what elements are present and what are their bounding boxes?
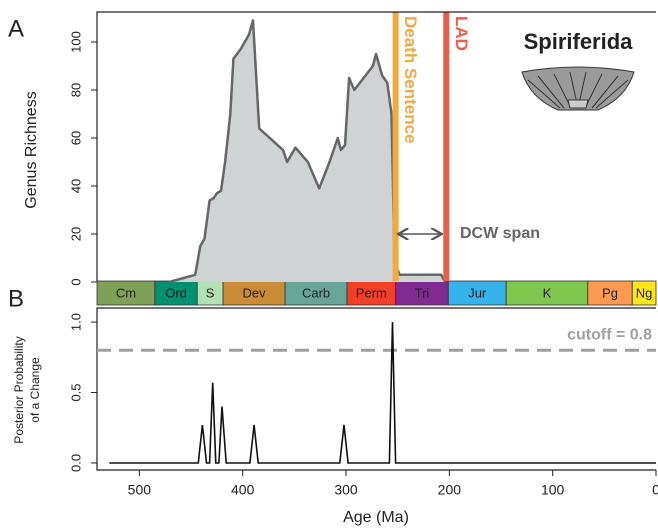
axis-frame — [96, 307, 656, 471]
y-tick-label: 60 — [68, 131, 83, 145]
y-tick-label: 0.5 — [68, 383, 83, 401]
period-label: S — [206, 285, 215, 300]
period-label: Carb — [302, 285, 330, 300]
chart-title: Spiriferida — [524, 29, 634, 54]
probability-line — [109, 322, 656, 464]
period-label: Ng — [636, 285, 653, 300]
y-axis-label: Genus Richness — [23, 91, 40, 208]
x-tick-label: 200 — [438, 482, 462, 498]
x-tick-label: 500 — [128, 482, 152, 498]
period-box — [154, 280, 198, 306]
period-box — [631, 280, 657, 306]
marker-label: LAD — [452, 16, 471, 51]
period-box — [505, 280, 589, 306]
y-tick-label: 0.0 — [68, 454, 83, 472]
period-box — [284, 280, 348, 306]
area-line — [168, 19, 447, 284]
panel-letter: B — [8, 285, 24, 312]
period-label: Pg — [602, 285, 618, 300]
x-tick-label: 100 — [541, 482, 565, 498]
y-tick-label: 80 — [68, 83, 83, 97]
period-label: Ord — [165, 285, 187, 300]
period-box — [395, 280, 449, 306]
y-tick-label: 100 — [68, 31, 83, 53]
period-box — [346, 280, 397, 306]
period-label: K — [543, 285, 552, 300]
axis-frame — [96, 11, 656, 281]
area-fill — [169, 20, 446, 283]
period-label: Jur — [468, 285, 487, 300]
cutoff-label: cutoff = 0.8 — [567, 326, 652, 343]
y-tick-label: 20 — [68, 227, 83, 241]
x-tick-label: 300 — [334, 482, 358, 498]
marker-label: Death Sentence — [401, 16, 420, 144]
y-axis-label: of a Change — [28, 357, 42, 423]
brachiopod-icon — [521, 66, 635, 111]
x-tick-label: 400 — [231, 482, 255, 498]
y-tick-label: 40 — [68, 179, 83, 193]
x-axis-label: Age (Ma) — [343, 509, 409, 526]
period-label: Tri — [415, 285, 430, 300]
period-label: Cm — [116, 285, 136, 300]
y-tick-label: 0 — [68, 278, 83, 285]
panel-letter: A — [8, 15, 24, 42]
period-box — [587, 280, 633, 306]
period-box — [96, 280, 156, 306]
y-tick-label: 1.0 — [68, 313, 83, 331]
period-label: Perm — [356, 285, 387, 300]
x-tick-label: 0 — [652, 482, 658, 498]
period-label: Dev — [242, 285, 266, 300]
y-axis-label: Posterior Probability — [12, 336, 26, 443]
period-box — [447, 280, 507, 306]
span-label: DCW span — [460, 225, 540, 242]
